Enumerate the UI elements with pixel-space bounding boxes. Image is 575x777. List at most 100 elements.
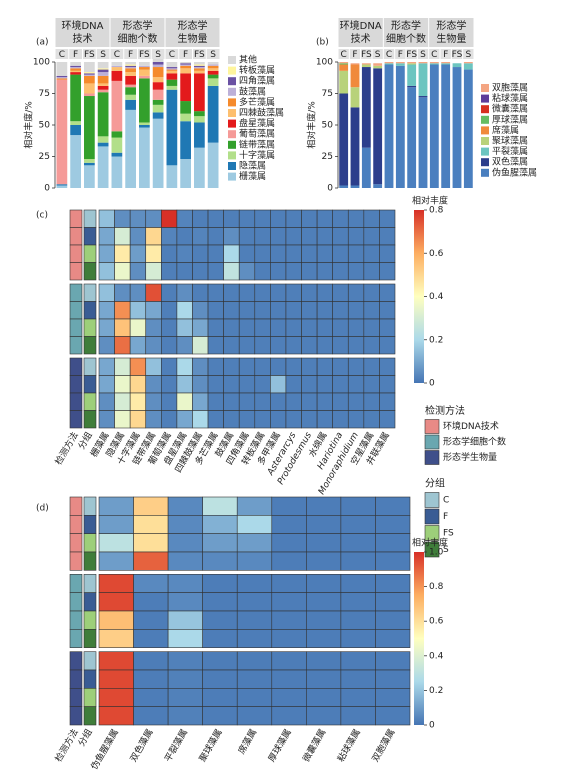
heat-cell [301,283,318,302]
y-tick-label: 50 [322,121,334,131]
bar-segment [125,84,136,88]
heat-cell [306,592,342,612]
heat-cell [332,357,349,376]
heat-cell [306,669,342,689]
legend-label: F [443,512,448,522]
bar-segment [84,159,95,163]
heat-cell [161,357,178,376]
heat-cell [161,410,178,429]
x-tick-label: FS [452,50,463,60]
group-cell [83,244,97,263]
heat-cell [98,392,115,411]
heat-cell [271,629,307,648]
bar-segment [373,63,383,66]
bar-segment [139,122,150,125]
method-cell [69,688,83,707]
bar-segment [70,70,81,73]
heat-cell [202,629,238,648]
x-tick-label: F [443,50,448,60]
heat-cell [129,244,147,263]
bar-segment [70,74,81,122]
heat-cell [98,592,134,612]
legend-swatch [228,172,236,181]
heat-cell [271,688,307,707]
heat-cell [270,209,287,228]
bar-segment [373,184,383,188]
bar-segment [125,87,136,95]
heat-cell [192,283,209,302]
legend-swatch [424,492,440,508]
heat-cell [316,262,333,281]
group-box [429,18,474,47]
heat-cell [202,669,238,689]
bar-segment [418,96,428,98]
heat-cell [167,551,203,571]
heat-cell [145,375,162,394]
bar-segment [97,136,109,143]
category-box [463,49,474,59]
heat-cell [301,227,318,246]
bar-segment [395,62,405,64]
heat-cell [129,357,147,376]
method-cell [69,262,83,281]
heat-cell [176,209,193,228]
y-tick-label: 100 [316,58,333,68]
heat-cell [176,336,193,355]
heat-cell [332,336,349,355]
bar-segment [152,118,164,188]
heat-cell [133,592,169,612]
heat-cell [133,551,169,571]
heat-cell [114,227,131,246]
bar-segment [384,64,394,188]
bar-segment [166,67,178,69]
heat-cell [316,318,333,337]
bar-segment [373,68,383,185]
heat-cell [316,392,333,411]
heat-cell [161,336,178,355]
heat-cell [254,301,271,320]
heat-cell [285,262,302,281]
heat-cell [167,629,203,648]
heat-cell [375,706,411,726]
method-cell [69,592,83,612]
legend-swatch [228,130,236,139]
x-tick-label: C [169,50,175,60]
y-tick-label: 50 [39,121,51,131]
bar-segment [194,62,205,65]
heat-cell [236,592,273,612]
bar-segment [125,65,136,68]
heat-cell [238,244,256,263]
heat-cell [254,375,271,394]
heat-cell [340,574,376,593]
bar-segment [84,62,95,73]
heat-cell [316,227,333,246]
legend-label: C [443,496,449,506]
legend-swatch [424,450,440,465]
legend-swatch [481,105,489,114]
legend-swatch [228,66,236,75]
x-tick-label: FS [194,50,205,60]
method-cell [69,669,83,689]
bar-segment [166,79,178,86]
x-tick-label: F [398,50,403,60]
heat-cell [340,496,376,516]
heat-cell [238,262,256,281]
x-tick-label: S [210,50,216,60]
group-label: 细胞个数 [118,32,158,45]
category-box [395,49,406,59]
heat-cell [254,336,271,355]
heat-cell [332,209,349,228]
x-tick-label: F [73,50,78,60]
legend-label: 形态学细胞个数 [443,436,506,448]
legend-swatch [228,119,236,128]
heat-cell [379,318,396,337]
heat-cell [271,496,307,516]
heat-cell [347,244,365,263]
bar-segment [407,62,417,64]
method-cell [69,336,83,355]
heat-cell [332,392,349,411]
legend-swatch [481,168,489,177]
heat-cell [236,688,273,707]
legend-label: 形态学生物量 [443,451,497,463]
bar-segment [207,85,219,143]
